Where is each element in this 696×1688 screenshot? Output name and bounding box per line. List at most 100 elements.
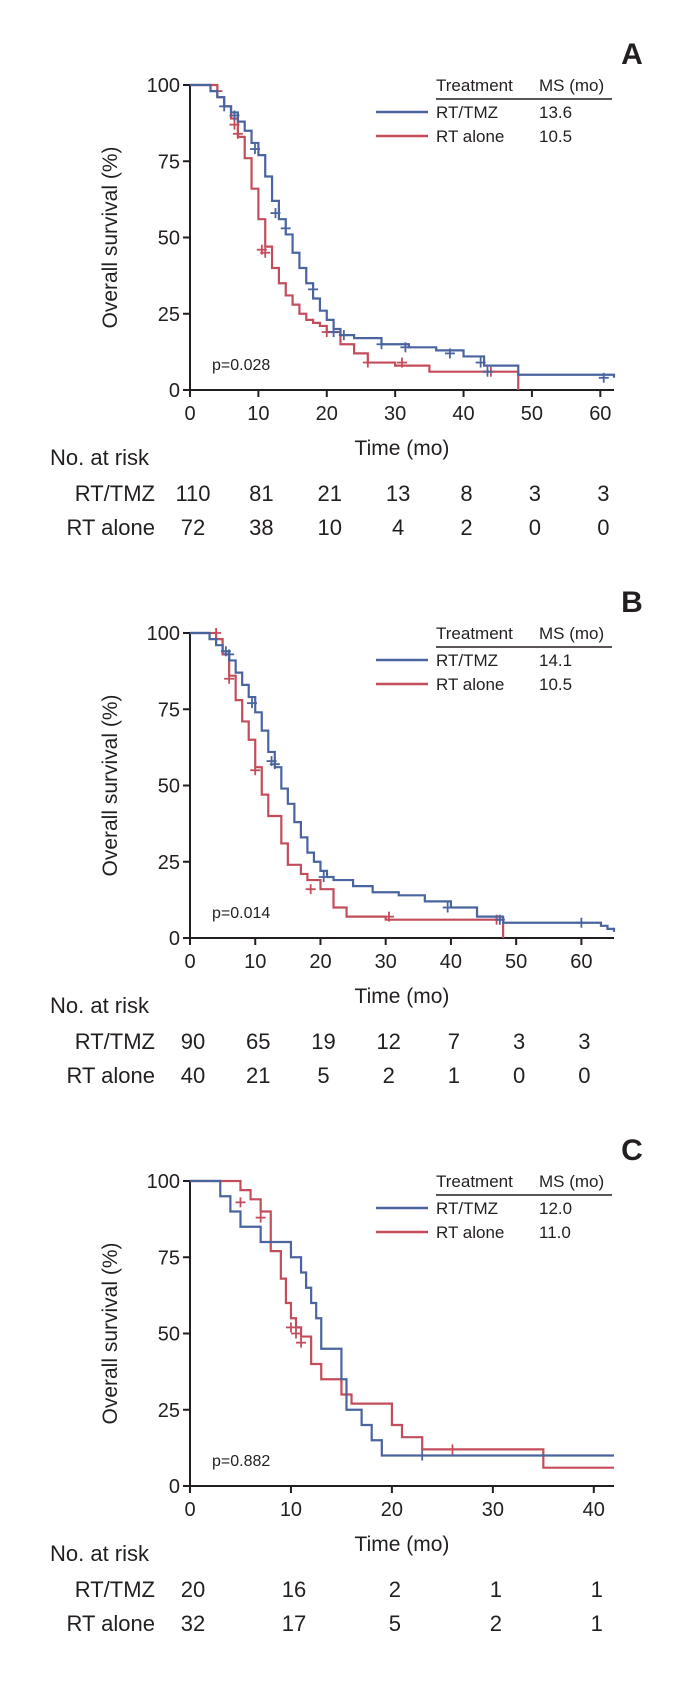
- legend-label-rt-tmz: RT/TMZ: [436, 103, 498, 122]
- risk-table-title: No. at risk: [50, 993, 150, 1018]
- p-value: p=0.882: [212, 1453, 270, 1470]
- risk-value-rt-alone: 38: [249, 515, 273, 540]
- risk-value-rt-tmz: 7: [448, 1029, 460, 1054]
- legend-header-ms: MS (mo): [539, 624, 604, 643]
- x-tick-label: 40: [583, 1499, 605, 1521]
- x-tick-label: 20: [381, 1499, 403, 1521]
- risk-value-rt-tmz: 81: [249, 481, 273, 506]
- risk-value-rt-tmz: 2: [389, 1577, 401, 1602]
- risk-value-rt-tmz: 3: [597, 481, 609, 506]
- legend-header-treatment: Treatment: [436, 624, 513, 643]
- legend-ms-rt-alone: 11.0: [539, 1223, 571, 1242]
- km-curve-rt-tmz: [190, 1179, 614, 1457]
- risk-value-rt-alone: 10: [318, 515, 342, 540]
- p-value: p=0.028: [212, 357, 270, 374]
- y-tick-label: 25: [158, 852, 180, 874]
- risk-table-title: No. at risk: [50, 445, 150, 470]
- y-tick-label: 25: [158, 304, 180, 326]
- x-tick-label: 10: [280, 1499, 302, 1521]
- risk-table-title: No. at risk: [50, 1541, 150, 1566]
- y-tick-label: 50: [158, 228, 180, 250]
- risk-row-label-rt-tmz: RT/TMZ: [75, 1029, 155, 1054]
- risk-value-rt-alone: 17: [282, 1611, 306, 1636]
- y-tick-label: 0: [169, 380, 180, 402]
- y-tick-label: 0: [169, 1476, 180, 1498]
- x-tick-label: 30: [375, 951, 397, 973]
- y-tick-label: 0: [169, 928, 180, 950]
- x-tick-label: 30: [384, 403, 406, 425]
- x-tick-label: 50: [521, 403, 543, 425]
- x-tick-label: 50: [505, 951, 527, 973]
- risk-value-rt-tmz: 110: [175, 481, 210, 506]
- legend-header-treatment: Treatment: [436, 1172, 513, 1191]
- x-axis-title: Time (mo): [355, 985, 450, 1008]
- legend-label-rt-alone: RT alone: [436, 127, 504, 146]
- x-axis-title: Time (mo): [355, 437, 450, 460]
- legend-label-rt-tmz: RT/TMZ: [436, 651, 498, 670]
- legend-ms-rt-tmz: 12.0: [539, 1199, 572, 1218]
- risk-value-rt-alone: 0: [529, 515, 541, 540]
- risk-value-rt-tmz: 8: [460, 481, 472, 506]
- legend-label-rt-alone: RT alone: [436, 675, 504, 694]
- y-tick-label: 50: [158, 776, 180, 798]
- risk-value-rt-tmz: 3: [529, 481, 541, 506]
- y-tick-label: 50: [158, 1324, 180, 1346]
- y-tick-label: 100: [147, 623, 180, 645]
- legend-ms-rt-alone: 10.5: [539, 127, 572, 146]
- risk-value-rt-alone: 21: [246, 1063, 270, 1088]
- risk-value-rt-alone: 0: [578, 1063, 590, 1088]
- legend-ms-rt-alone: 10.5: [539, 675, 572, 694]
- legend-header-treatment: Treatment: [436, 76, 513, 95]
- risk-value-rt-tmz: 12: [376, 1029, 400, 1054]
- y-axis-title: Overall survival (%): [99, 694, 122, 876]
- x-axis-title: Time (mo): [355, 1533, 450, 1556]
- x-tick-label: 40: [440, 951, 462, 973]
- risk-value-rt-tmz: 16: [282, 1577, 306, 1602]
- risk-value-rt-tmz: 13: [386, 481, 410, 506]
- risk-value-rt-alone: 32: [181, 1611, 205, 1636]
- risk-value-rt-alone: 2: [383, 1063, 395, 1088]
- legend-ms-rt-tmz: 14.1: [539, 651, 572, 670]
- x-tick-label: 40: [452, 403, 474, 425]
- risk-value-rt-tmz: 20: [181, 1577, 205, 1602]
- panel-letter: B: [621, 586, 643, 619]
- x-tick-label: 0: [184, 1499, 195, 1521]
- risk-value-rt-alone: 5: [317, 1063, 329, 1088]
- x-tick-label: 60: [589, 403, 611, 425]
- risk-value-rt-tmz: 65: [246, 1029, 270, 1054]
- y-tick-label: 25: [158, 1400, 180, 1422]
- risk-value-rt-alone: 40: [181, 1063, 205, 1088]
- risk-value-rt-tmz: 3: [513, 1029, 525, 1054]
- p-value: p=0.014: [212, 905, 270, 922]
- x-tick-label: 10: [247, 403, 269, 425]
- y-tick-label: 100: [147, 75, 180, 97]
- legend-header-ms: MS (mo): [539, 76, 604, 95]
- x-tick-label: 10: [244, 951, 266, 973]
- legend-header-ms: MS (mo): [539, 1172, 604, 1191]
- risk-value-rt-alone: 2: [460, 515, 472, 540]
- risk-value-rt-alone: 0: [597, 515, 609, 540]
- km-curve-rt-alone: [190, 1179, 614, 1469]
- legend-label-rt-alone: RT alone: [436, 1223, 504, 1242]
- risk-row-label-rt-alone: RT alone: [67, 1611, 155, 1636]
- risk-value-rt-alone: 72: [181, 515, 205, 540]
- x-tick-label: 30: [482, 1499, 504, 1521]
- x-tick-label: 20: [316, 403, 338, 425]
- y-axis-title: Overall survival (%): [99, 1242, 122, 1424]
- x-tick-label: 0: [184, 403, 195, 425]
- risk-value-rt-tmz: 19: [311, 1029, 335, 1054]
- risk-row-label-rt-alone: RT alone: [67, 1063, 155, 1088]
- risk-value-rt-alone: 0: [513, 1063, 525, 1088]
- risk-row-label-rt-tmz: RT/TMZ: [75, 1577, 155, 1602]
- y-tick-label: 100: [147, 1171, 180, 1193]
- risk-value-rt-tmz: 1: [591, 1577, 603, 1602]
- risk-row-label-rt-tmz: RT/TMZ: [75, 481, 155, 506]
- y-tick-label: 75: [158, 699, 180, 721]
- y-axis-title: Overall survival (%): [99, 146, 122, 328]
- panel-letter: C: [621, 1134, 643, 1167]
- x-tick-label: 60: [570, 951, 592, 973]
- risk-value-rt-alone: 5: [389, 1611, 401, 1636]
- risk-value-rt-tmz: 1: [490, 1577, 502, 1602]
